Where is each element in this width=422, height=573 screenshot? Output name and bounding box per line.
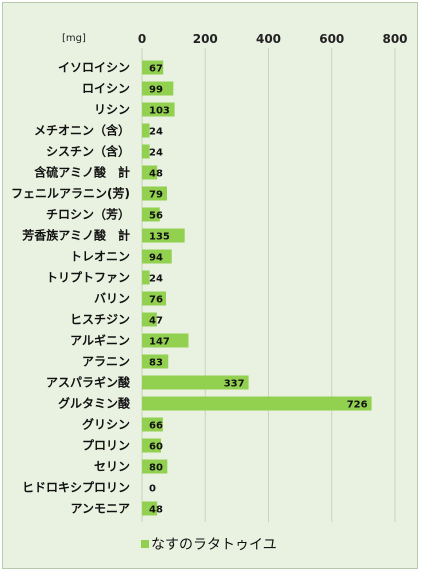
bar xyxy=(142,123,150,138)
bar xyxy=(142,438,161,453)
category-label: グルタミン酸 xyxy=(58,396,131,411)
x-axis-ticks: 0 200 400 600 800 xyxy=(138,32,408,46)
value-label: 80 xyxy=(149,463,163,474)
value-label: 56 xyxy=(149,211,163,222)
bar xyxy=(142,291,167,306)
value-label: 24 xyxy=(149,127,163,138)
bar xyxy=(142,417,163,432)
value-labels: 67 99 103 24 24 48 79 56 135 94 24 76 47 147 83 337 726 6… xyxy=(149,64,368,516)
bar xyxy=(142,375,249,390)
bar xyxy=(142,165,158,180)
category-label: アラニン xyxy=(82,355,130,369)
value-label: 60 xyxy=(149,442,163,453)
value-label: 135 xyxy=(149,232,170,243)
grid-lines xyxy=(141,48,396,522)
x-tick-label: 200 xyxy=(193,32,218,46)
value-label: 337 xyxy=(224,379,245,390)
legend-swatch xyxy=(141,540,149,548)
category-label: セリン xyxy=(94,460,130,474)
value-label: 67 xyxy=(149,64,163,75)
category-label: リシン xyxy=(94,103,130,117)
category-label: チロシン（芳） xyxy=(46,207,130,222)
bar xyxy=(142,312,157,327)
category-label: イソロイシン xyxy=(58,61,130,75)
bar xyxy=(142,354,169,369)
bar xyxy=(142,228,185,243)
x-tick-label: 800 xyxy=(382,32,407,46)
chart-frame xyxy=(2,2,418,569)
category-label: ヒドロキシプロリン xyxy=(22,480,130,495)
value-label: 24 xyxy=(149,148,163,159)
x-tick-label: 600 xyxy=(319,32,344,46)
category-label: メチオニン（含） xyxy=(34,123,130,138)
category-label: アンモニア xyxy=(70,502,130,516)
value-label: 83 xyxy=(149,358,163,369)
category-label: ヒスチジン xyxy=(70,313,130,327)
bar xyxy=(142,207,160,222)
value-label: 66 xyxy=(149,421,163,432)
legend: なすのラタトゥイユ xyxy=(141,537,277,553)
x-tick-label: 400 xyxy=(256,32,281,46)
unit-label: [mg] xyxy=(62,33,86,44)
value-label: 0 xyxy=(149,484,156,495)
bar xyxy=(142,396,372,411)
value-label: 48 xyxy=(149,169,163,180)
value-label: 726 xyxy=(347,400,368,411)
value-label: 103 xyxy=(149,106,170,117)
bar xyxy=(142,60,164,75)
bar xyxy=(142,186,167,201)
category-label: フェニルアラニン(芳) xyxy=(11,186,130,201)
category-label: ロイシン xyxy=(82,82,130,96)
category-label: グリシン xyxy=(82,417,130,432)
value-label: 99 xyxy=(149,85,163,96)
bar xyxy=(142,501,158,516)
category-label: プロリン xyxy=(82,438,130,453)
category-label: トレオニン xyxy=(70,250,130,264)
bar xyxy=(142,333,189,348)
value-label: 24 xyxy=(149,274,163,285)
value-label: 48 xyxy=(149,505,163,516)
category-label: アスパラギン酸 xyxy=(46,375,131,390)
value-label: 94 xyxy=(149,253,163,264)
category-label: 含硫アミノ酸 計 xyxy=(34,165,130,180)
bar xyxy=(142,102,175,117)
bar xyxy=(142,270,150,285)
category-label: シスチン（含） xyxy=(46,144,130,159)
category-label: アルギニン xyxy=(70,333,130,348)
bar xyxy=(142,144,150,159)
bar xyxy=(142,81,174,96)
category-label: バリン xyxy=(94,292,130,306)
x-tick-label: 0 xyxy=(138,32,146,46)
category-label: トリプトファン xyxy=(46,270,130,285)
value-label: 147 xyxy=(149,337,170,348)
bars xyxy=(142,60,372,516)
bar xyxy=(142,459,168,474)
value-label: 79 xyxy=(149,190,163,201)
value-label: 47 xyxy=(149,316,163,327)
bar xyxy=(142,249,172,264)
category-label: 芳香族アミノ酸 計 xyxy=(22,228,130,243)
value-label: 76 xyxy=(149,295,163,306)
legend-label: なすのラタトゥイユ xyxy=(151,537,277,553)
